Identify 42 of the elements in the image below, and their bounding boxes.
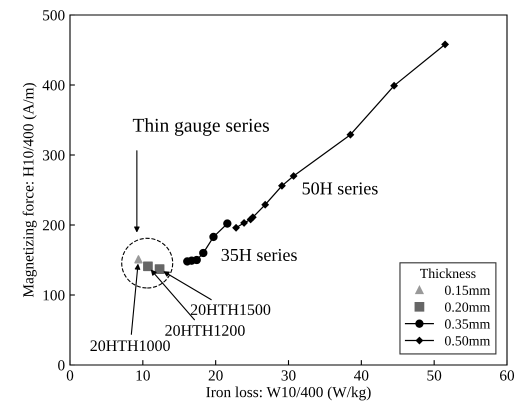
annotation: 50H series: [302, 182, 378, 195]
point: [441, 40, 449, 48]
annotation: 20HTH1200: [165, 325, 245, 336]
point: [262, 201, 269, 208]
x-tick-label: 50: [427, 370, 442, 381]
point: [192, 256, 201, 264]
point: [278, 182, 286, 190]
x-tick-label: 40: [354, 370, 368, 381]
point: [199, 248, 208, 258]
x-axis-title: Iron loss: W10/400 (W/kg): [206, 386, 371, 400]
x-tick-label: 30: [282, 370, 296, 381]
y-tick-label: 300: [42, 150, 65, 160]
point: [240, 219, 248, 227]
annotation: 20HTH1500: [190, 304, 270, 316]
x-tick-label: 20: [208, 370, 223, 381]
point: [134, 255, 143, 264]
y-tick-label: 500: [43, 10, 65, 20]
point: [143, 261, 153, 272]
point: [290, 172, 298, 180]
point: [390, 82, 398, 90]
y-tick-label: 100: [44, 290, 65, 300]
point: [223, 219, 232, 228]
y-tick-label: 400: [42, 80, 65, 90]
annotation: 20HTH1000: [90, 340, 170, 352]
annotation: Thin gauge series: [132, 118, 269, 136]
y-axis-title: Magnetizing force: H10/400 (A/m): [22, 83, 37, 298]
point: [249, 214, 256, 221]
legend-label: 0.20mm: [444, 302, 490, 312]
legend-label: 0.35mm: [444, 319, 490, 329]
annotation: 35H series: [222, 248, 297, 262]
legend-title: Thickness: [420, 268, 476, 278]
point: [209, 232, 218, 242]
point: [154, 264, 164, 274]
x-tick-label: 60: [500, 370, 514, 381]
legend-label: 0.50mm: [444, 336, 490, 346]
x-tick-label: 10: [136, 370, 150, 381]
legend-label: 0.15mm: [444, 286, 490, 296]
point: [232, 224, 240, 232]
point: [346, 131, 354, 138]
y-tick-label: 0: [58, 360, 65, 370]
x-tick-label: 0: [66, 370, 74, 381]
y-tick-label: 200: [42, 220, 65, 230]
